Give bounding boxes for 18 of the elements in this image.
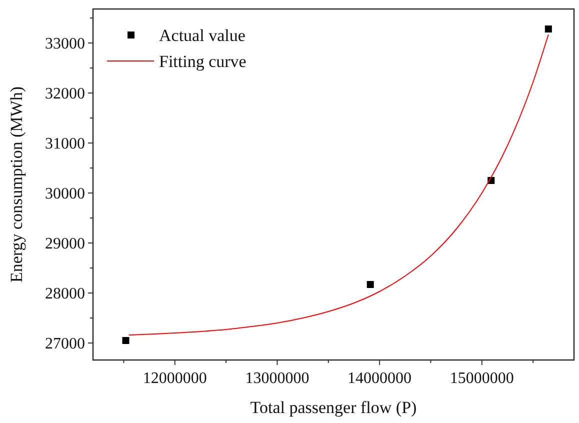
legend-label: Actual value — [159, 26, 246, 45]
y-tick-label: 28000 — [45, 286, 85, 303]
x-tick-label: 14000000 — [348, 370, 412, 387]
y-tick-label: 30000 — [45, 186, 85, 203]
x-tick-label: 15000000 — [450, 370, 514, 387]
point — [544, 26, 552, 32]
y-axis-title: Energy consumption (MWh) — [7, 86, 26, 283]
y-tick-label: 33000 — [45, 36, 85, 53]
y-tick-label: 31000 — [45, 136, 85, 153]
y-tick-label: 27000 — [45, 336, 85, 353]
x-tick-label: 13000000 — [245, 370, 310, 387]
legend-label: Fitting curve — [159, 52, 246, 71]
point — [122, 337, 130, 344]
x-axis-title: Total passenger flow (P) — [250, 398, 417, 417]
x-tick-label: 12000000 — [142, 370, 207, 387]
point — [366, 281, 374, 288]
y-tick-label: 32000 — [45, 86, 85, 103]
y-tick-label: 29000 — [45, 236, 85, 253]
